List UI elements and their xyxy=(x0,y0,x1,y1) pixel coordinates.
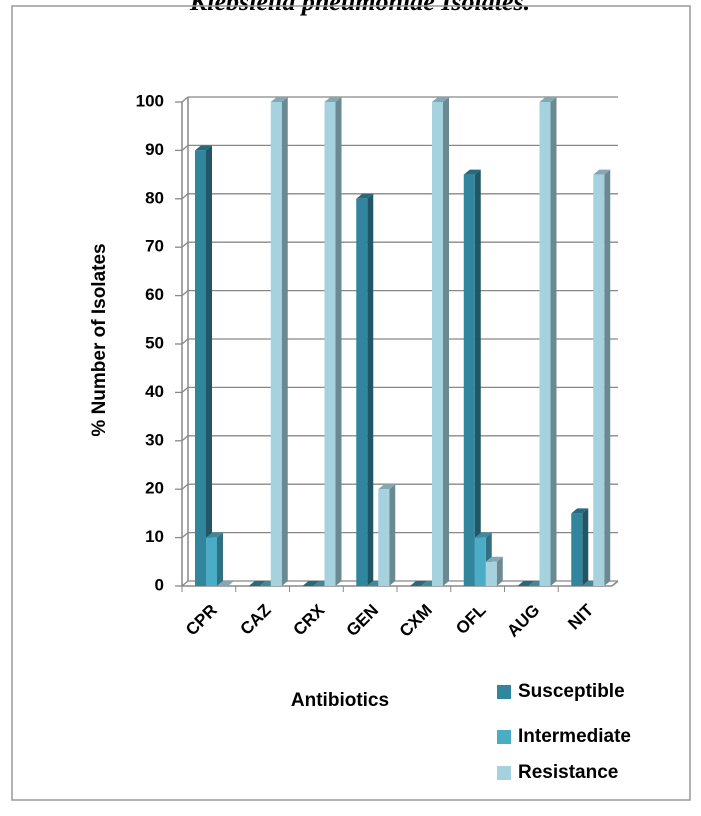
bar-top xyxy=(539,97,557,102)
legend-label: Intermediate xyxy=(518,726,631,747)
y-tick-label: 70 xyxy=(145,237,164,256)
legend-swatch xyxy=(497,730,511,744)
grid-line-depth xyxy=(181,96,189,103)
bar xyxy=(463,174,475,586)
x-axis-label: Antibiotics xyxy=(291,690,389,711)
chart-frame xyxy=(11,5,691,801)
bar-top xyxy=(248,581,266,586)
bar-top xyxy=(206,532,223,538)
x-tick-label: CAZ xyxy=(236,601,274,639)
x-tick-label: CRX xyxy=(290,600,329,639)
y-tick-label: 20 xyxy=(145,479,164,498)
y-axis-label: % Number of Isolates xyxy=(89,243,110,436)
y-tick-label: 50 xyxy=(145,333,164,352)
grid-line-depth xyxy=(181,290,189,297)
x-tick-label: GEN xyxy=(343,601,382,640)
bar-side xyxy=(335,97,342,586)
bar-top xyxy=(432,97,449,102)
y-tick-label: 10 xyxy=(145,527,164,546)
bar xyxy=(356,198,368,587)
bar-top xyxy=(463,169,481,175)
legend-swatch xyxy=(497,766,511,780)
bar-side xyxy=(474,169,481,586)
bar-side xyxy=(217,532,223,586)
grid-line-depth xyxy=(181,435,189,442)
bar xyxy=(593,174,605,586)
bar-top xyxy=(302,581,320,586)
grid-line-depth xyxy=(181,144,189,151)
legend-label: Resistance xyxy=(518,762,618,783)
bar-side xyxy=(604,169,611,586)
bar xyxy=(539,102,551,586)
bar xyxy=(571,513,583,586)
bar-top xyxy=(270,97,288,102)
bar-top xyxy=(195,145,212,151)
grid-line-depth xyxy=(181,532,189,539)
y-tick-label: 100 xyxy=(136,91,164,110)
bar xyxy=(378,489,390,586)
bar xyxy=(485,561,497,586)
bar-side xyxy=(389,484,396,586)
bar-side xyxy=(206,145,212,586)
bar xyxy=(432,102,443,586)
grid-line-depth xyxy=(181,338,189,345)
bar-top xyxy=(474,532,492,538)
bar-top xyxy=(217,581,234,586)
bar-top xyxy=(485,556,503,562)
grid-line-depth xyxy=(181,386,189,393)
x-tick-label: CPR xyxy=(182,601,221,640)
y-tick-label: 60 xyxy=(145,285,164,304)
bar xyxy=(195,150,206,586)
x-tick-label: OFL xyxy=(452,601,489,638)
x-tick-label: NIT xyxy=(564,600,597,633)
bar xyxy=(324,102,336,586)
chart-title: Klebsiella pneumoniae Isolates. xyxy=(189,0,530,16)
y-tick-label: 80 xyxy=(145,188,164,207)
grid-line-depth xyxy=(181,580,189,587)
legend-swatch xyxy=(497,685,511,699)
bar-top xyxy=(517,581,535,586)
y-tick-label: 90 xyxy=(145,140,164,159)
bar-side xyxy=(367,193,374,587)
grid-line-depth xyxy=(181,193,189,200)
grid-line-depth xyxy=(181,241,189,248)
bar-top xyxy=(356,193,374,199)
x-tick-label: CXM xyxy=(396,601,436,641)
bar-top xyxy=(571,508,589,514)
legend-label: Susceptible xyxy=(518,681,625,702)
grid-line-depth xyxy=(181,483,189,490)
y-tick-label: 40 xyxy=(145,382,164,401)
bar-top xyxy=(410,581,427,586)
bar-side xyxy=(281,97,288,586)
bar-side xyxy=(550,97,557,586)
bar-top xyxy=(593,169,611,175)
bar-top xyxy=(324,97,342,102)
bar xyxy=(474,537,486,586)
bar-side xyxy=(496,556,503,586)
x-tick-label: AUG xyxy=(503,601,543,641)
x-axis-depth xyxy=(611,580,619,587)
bar-top xyxy=(378,484,396,490)
y-tick-label: 0 xyxy=(155,575,164,594)
bar xyxy=(270,102,282,586)
bar-side xyxy=(443,97,449,586)
bar xyxy=(206,537,217,586)
y-tick-label: 30 xyxy=(145,430,164,449)
bar-side xyxy=(582,508,589,586)
